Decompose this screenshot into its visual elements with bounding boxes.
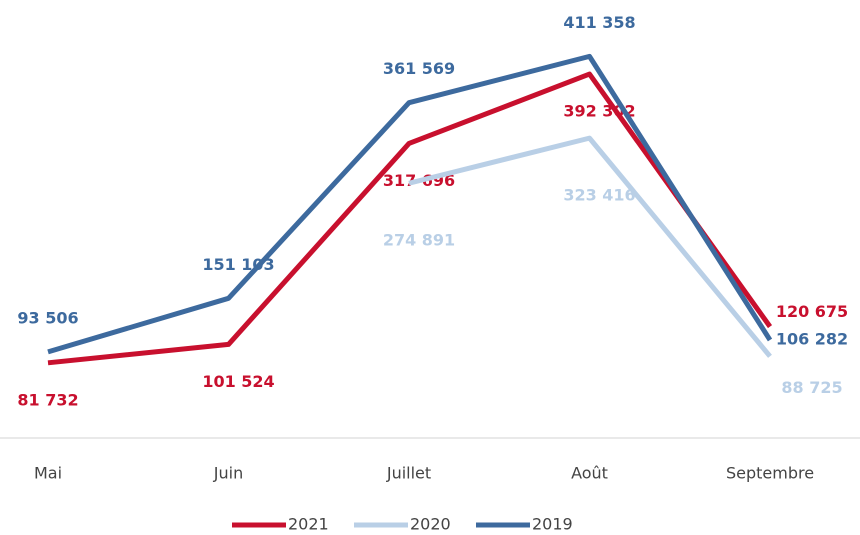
- series-line: [47, 71, 773, 366]
- data-label: 361 569: [383, 59, 455, 78]
- x-tick-label: Mai: [34, 464, 62, 483]
- x-tick-label: Juin: [213, 464, 243, 483]
- series-line: [47, 53, 773, 355]
- series-line: [408, 135, 772, 358]
- legend-label: 2020: [410, 515, 451, 534]
- legend-label: 2019: [532, 515, 573, 534]
- x-tick-label: Septembre: [726, 464, 814, 483]
- x-tick-label: Juillet: [386, 464, 431, 483]
- data-label: 120 675: [776, 302, 848, 321]
- data-label: 88 725: [781, 378, 842, 397]
- data-label: 274 891: [383, 231, 455, 250]
- data-label: 101 524: [202, 372, 274, 391]
- data-label: 411 358: [563, 13, 635, 32]
- data-label: 323 416: [563, 186, 635, 205]
- legend-label: 2021: [288, 515, 329, 534]
- data-label: 392 302: [563, 102, 635, 121]
- data-label: 106 282: [776, 329, 848, 348]
- x-tick-label: Août: [571, 464, 608, 483]
- data-label: 93 506: [17, 308, 78, 327]
- data-label: 81 732: [17, 390, 78, 409]
- data-label: 151 103: [202, 255, 274, 274]
